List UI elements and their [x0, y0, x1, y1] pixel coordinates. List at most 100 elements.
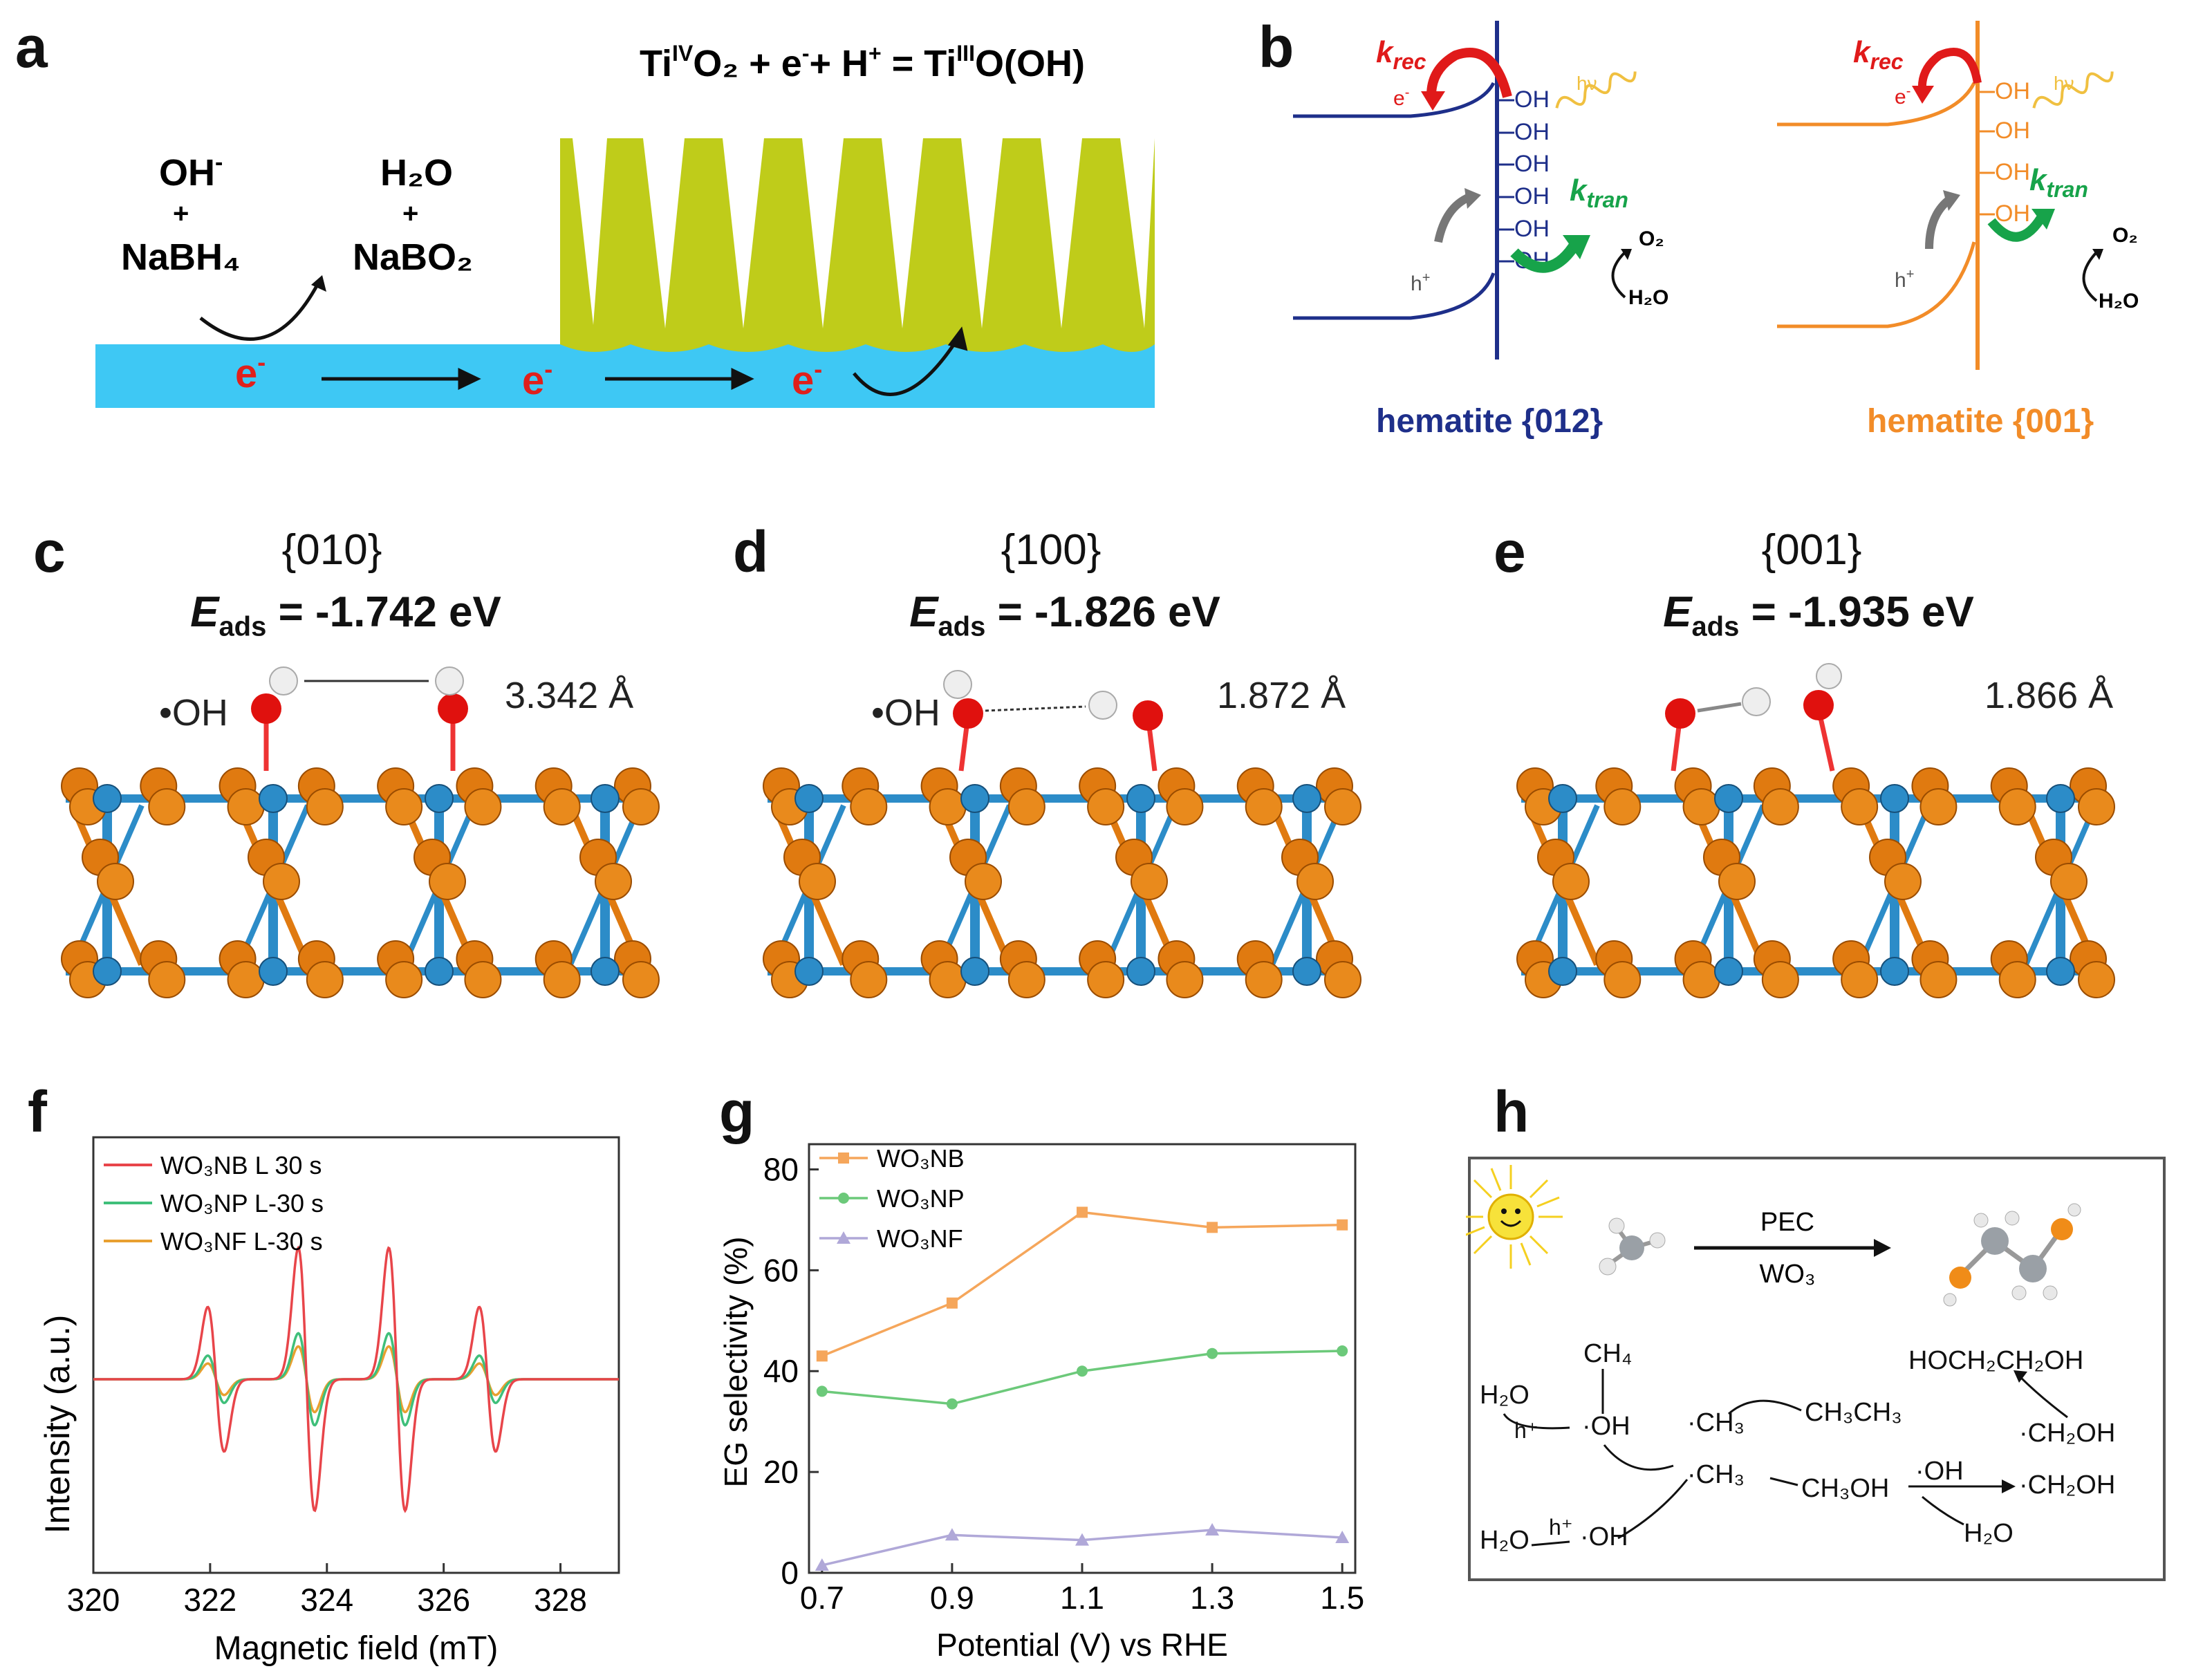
product-nabo2: NaBO₂: [353, 236, 473, 278]
electron-label: e-: [1895, 84, 1910, 109]
epr-legend-label: WO₃NF L-30 s: [160, 1227, 323, 1256]
epr-xtick-label: 328: [534, 1582, 587, 1618]
epr-xtick-label: 326: [417, 1582, 470, 1618]
panel-a-equation: TiIVO₂ + e-+ H+ = TiIIIO(OH): [640, 41, 1085, 84]
curved-arrow-icon: [199, 282, 320, 341]
wo3-label: WO₃: [1760, 1260, 1816, 1289]
g-data-point: [1207, 1222, 1218, 1233]
g-ytick-label: 20: [763, 1454, 799, 1490]
o2-label: O₂: [2112, 224, 2138, 247]
crystal-structures: [61, 663, 2115, 998]
oh-label: OH: [1514, 86, 1550, 113]
epr-xtick-label: 320: [67, 1582, 120, 1618]
mechanism-scheme: CH₄ H₂O h⁺ ·OH ·CH₃ CH₃CH₃ ·CH₃ CH₃OH ·O…: [1480, 1339, 2115, 1555]
hplus-label-2: h⁺: [1549, 1515, 1573, 1540]
oh-radical-1: ·OH: [1582, 1412, 1630, 1441]
g-data-point: [1335, 1530, 1350, 1543]
epr-plot-frame: [92, 1136, 620, 1574]
crystal-slab-e: [1516, 663, 2115, 998]
k-tran-label: ktran: [2029, 163, 2088, 202]
epr-legend-label: WO₃NB L 30 s: [160, 1151, 322, 1179]
panel-label-c: c: [33, 519, 66, 584]
g-legend-label: WO₃NP: [877, 1184, 965, 1213]
g-data-point: [1207, 1347, 1218, 1359]
hv-label: hν: [1577, 73, 1597, 94]
panel-h-frame: [1468, 1157, 2166, 1581]
oh-label: OH: [1514, 151, 1550, 177]
h2o-top-label: H₂O: [1480, 1381, 1530, 1410]
hole-label: h+: [1411, 270, 1430, 295]
methanol-label: CH₃OH: [1801, 1474, 1889, 1503]
oh-label: OH: [1995, 200, 2030, 227]
hplus-label: h⁺: [1514, 1418, 1538, 1443]
oh-label: OH: [1514, 183, 1550, 209]
reactant-oh: OH-: [159, 149, 223, 194]
crystal-slab-c: [61, 666, 660, 998]
g-xtick-label: 1.5: [1320, 1580, 1364, 1616]
electron-3: e-: [792, 355, 822, 403]
hv-label: hν: [2054, 73, 2074, 94]
distance-c: 3.342 Å: [505, 675, 634, 716]
panel-g-eg-selectivity-chart: EG selectivity (%) Potential (V) vs RHE …: [719, 1143, 1364, 1663]
ch2oh-radical-2: ·CH₂OH: [2019, 1471, 2115, 1500]
nanorod-gaps: [573, 138, 1155, 328]
ethane-label: CH₃CH₃: [1805, 1398, 1902, 1427]
crystal-slab-d: [763, 670, 1361, 998]
g-legend-label: WO₃NF: [877, 1224, 963, 1253]
g-xtick-label: 0.7: [800, 1580, 844, 1616]
ch4-label: CH₄: [1583, 1339, 1632, 1368]
epr-line-0: [93, 1245, 619, 1513]
hole-label: h+: [1895, 267, 1914, 292]
h2o-right-label: H₂O: [1964, 1519, 2014, 1548]
conductive-substrate: [95, 344, 1155, 408]
methane-molecule: [1599, 1217, 1666, 1276]
oh-label-d: •OH: [871, 692, 940, 734]
panel-label-f: f: [28, 1079, 47, 1144]
ch3-radical-2: ·CH₃: [1687, 1460, 1745, 1489]
facet-label-e: {001}: [1761, 526, 1862, 574]
g-series-line-1: [821, 1350, 1343, 1406]
oh-label: OH: [1514, 216, 1550, 242]
g-data-point: [1077, 1365, 1088, 1377]
g-data-point: [1205, 1523, 1220, 1536]
g-legend-label: WO₃NB: [877, 1144, 965, 1173]
g-data-point: [946, 1398, 958, 1410]
eads-e: Eads = -1.935 eV: [1663, 588, 1974, 642]
oh-label-c: •OH: [159, 692, 228, 734]
hematite-012-diagram: OH OH OH OH OH OH krec e- h+ ktran hν O₂…: [1293, 21, 1668, 440]
epr-legend-label: WO₃NP L-30 s: [160, 1189, 324, 1217]
epr-xlabel: Magnetic field (mT): [214, 1630, 499, 1667]
g-data-point: [945, 1528, 959, 1541]
oh-label: OH: [1995, 78, 2030, 104]
panel-h-mechanism: PEC WO₃ CH₄ H₂O h⁺ ·OH ·CH₃ CH₃CH₃ ·CH₃ …: [1466, 1157, 2166, 1581]
ch3-radical-1: ·CH₃: [1687, 1408, 1745, 1437]
g-xlabel: Potential (V) vs RHE: [936, 1627, 1228, 1663]
g-data-point: [946, 1297, 958, 1309]
g-xtick-label: 1.1: [1060, 1580, 1104, 1616]
plus-sign-2: +: [402, 198, 418, 229]
eads-d: Eads = -1.826 eV: [909, 588, 1220, 642]
distance-e: 1.866 Å: [1984, 675, 2114, 716]
panel-label-e: e: [1494, 519, 1526, 584]
epr-ylabel: Intensity (a.u.): [41, 1315, 77, 1534]
g-ytick-label: 80: [763, 1151, 799, 1187]
reactant-nabh4: NaBH₄: [121, 236, 241, 278]
electron-1: e-: [235, 348, 266, 396]
panel-label-b: b: [1258, 15, 1294, 80]
oh-radical-3: ·OH: [1915, 1457, 1964, 1486]
electron-label: e-: [1393, 85, 1409, 110]
g-ytick-label: 60: [763, 1252, 799, 1288]
oh-label: OH: [1995, 118, 2030, 144]
k-rec-label: krec: [1376, 35, 1426, 74]
hematite-001-diagram: OH OH OH OH krec e- h+ ktran hν O₂ H₂O h…: [1777, 21, 2139, 440]
panel-label-g: g: [719, 1079, 755, 1144]
k-rec-label: krec: [1853, 35, 1904, 74]
ch2oh-radical-1: ·CH₂OH: [2019, 1419, 2115, 1448]
g-data-point: [1077, 1206, 1088, 1218]
panel-label-a: a: [15, 15, 48, 80]
g-ytick-label: 40: [763, 1353, 799, 1389]
g-data-point: [816, 1385, 828, 1397]
g-data-point: [815, 1558, 829, 1571]
h2o-label: H₂O: [1628, 286, 1668, 309]
g-ytick-label: 0: [781, 1555, 799, 1591]
